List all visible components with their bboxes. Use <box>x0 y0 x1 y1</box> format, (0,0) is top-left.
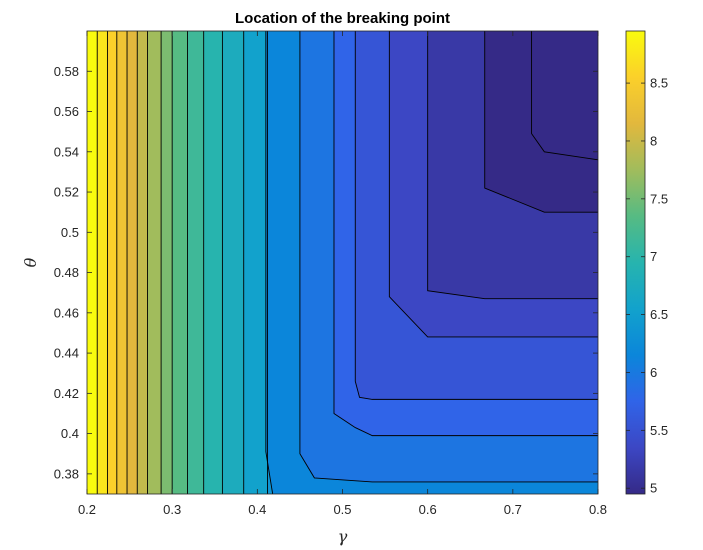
colorbar-tick-label-3: 6.5 <box>650 307 668 322</box>
y-tick-label-3: 0.44 <box>54 346 79 361</box>
x-tick-label-6: 0.8 <box>589 502 607 517</box>
y-axis-label: θ <box>21 257 40 267</box>
contour-line-7 <box>484 31 598 213</box>
y-tick-label-0: 0.38 <box>54 466 79 481</box>
y-tick-label-5: 0.48 <box>54 265 79 280</box>
contour-band-3 <box>116 31 128 494</box>
contour-band-6 <box>147 31 162 494</box>
y-axis: 0.38 0.4 0.42 0.44 0.46 0.48 0.5 0.52 0.54 0.56 0.… <box>54 64 598 481</box>
x-tick-label-1: 0.3 <box>163 502 181 517</box>
colorbar-tick-label-2: 6 <box>650 365 657 380</box>
y-tick-label-1: 0.4 <box>61 426 79 441</box>
contour-fills <box>87 31 598 494</box>
y-tick-label-6: 0.5 <box>61 225 79 240</box>
colorbar-tick-label-5: 7.5 <box>650 191 668 206</box>
contour-band-11 <box>222 31 245 494</box>
contour-band-1 <box>97 31 108 494</box>
x-axis: 0.2 0.3 0.4 0.5 0.6 0.7 0.8 <box>78 31 607 517</box>
contour-line-4 <box>354 31 598 400</box>
x-tick-label-0: 0.2 <box>78 502 96 517</box>
colorbar: 5 5.5 6 6.5 7 7.5 8 8.5 <box>625 30 668 496</box>
x-axis-label: γ <box>338 527 348 546</box>
contour-band-8 <box>172 31 188 494</box>
contour-band-12 <box>243 31 269 494</box>
y-tick-label-7: 0.52 <box>54 185 79 200</box>
contour-line-5 <box>388 31 598 338</box>
contour-line-1 <box>265 31 274 494</box>
contour-band-5 <box>137 31 148 494</box>
y-tick-label-8: 0.54 <box>54 144 79 159</box>
contour-band-9 <box>187 31 205 494</box>
colorbar-tick-label-1: 5.5 <box>650 423 668 438</box>
colorbar-tick-label-4: 7 <box>650 249 657 264</box>
plot-area: 0.2 0.3 0.4 0.5 0.6 0.7 0.8 0.38 0.4 0.42 0.44 0.4… <box>54 30 607 517</box>
colorbar-ticks: 5 5.5 6 6.5 7 7.5 8 8.5 <box>626 76 668 496</box>
chart-title: Location of the breaking point <box>235 10 450 27</box>
contour-band-2 <box>107 31 118 494</box>
colorbar-gradient <box>625 30 646 495</box>
y-tick-label-2: 0.42 <box>54 386 79 401</box>
y-tick-label-9: 0.56 <box>54 104 79 119</box>
y-tick-label-4: 0.46 <box>54 305 79 320</box>
colorbar-tick-label-6: 8 <box>650 133 657 148</box>
colorbar-tick-label-0: 5 <box>650 481 657 496</box>
contour-lines <box>96 31 598 494</box>
contour-line-8 <box>531 31 598 161</box>
contour-band-0 <box>87 31 98 494</box>
colorbar-tick-label-7: 8.5 <box>650 76 668 91</box>
contour-band-10 <box>203 31 223 494</box>
contour-band-4 <box>127 31 138 494</box>
x-tick-label-5: 0.7 <box>504 502 522 517</box>
contour-line-2 <box>299 31 598 483</box>
y-tick-label-10: 0.58 <box>54 64 79 79</box>
contour-line-6 <box>427 31 598 300</box>
x-tick-label-3: 0.5 <box>333 502 351 517</box>
contour-line-3 <box>333 31 598 437</box>
x-tick-label-2: 0.4 <box>248 502 266 517</box>
contour-region-8 <box>531 31 598 160</box>
contour-band-7 <box>161 31 173 494</box>
x-tick-label-4: 0.6 <box>419 502 437 517</box>
